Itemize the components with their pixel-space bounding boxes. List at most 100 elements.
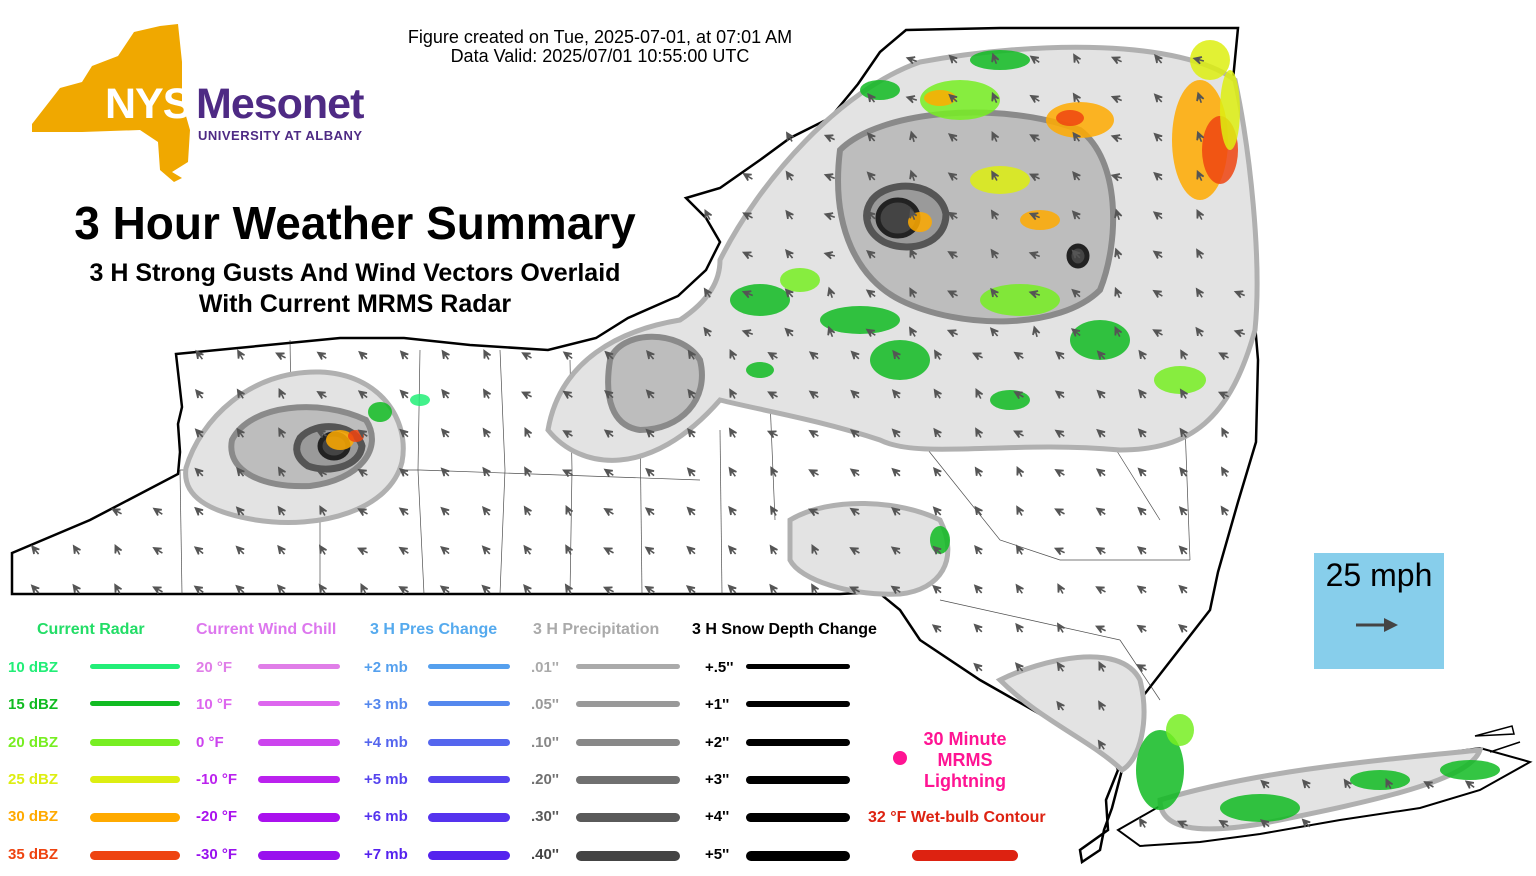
- figure-created-info: Figure created on Tue, 2025-07-01, at 07…: [300, 28, 900, 66]
- snow-legend-line: [746, 701, 850, 707]
- wind-arrow: [1136, 546, 1147, 555]
- wind-arrow: [398, 468, 409, 477]
- wind-arrow: [602, 586, 614, 595]
- wind-arrow: [973, 584, 983, 594]
- wind-arrow: [948, 93, 958, 103]
- wind-arrow: [975, 388, 984, 399]
- wind-arrow: [741, 329, 754, 338]
- wind-arrow: [193, 585, 204, 594]
- wind-arrow: [1138, 349, 1147, 360]
- wind-arrow: [1218, 819, 1229, 828]
- wind-arrow: [604, 350, 614, 360]
- wind-arrow: [152, 546, 163, 555]
- wind-arrow: [865, 328, 876, 337]
- wind-arrow: [316, 390, 327, 399]
- wind-arrow: [114, 543, 123, 555]
- wind-arrow: [807, 508, 819, 517]
- radar-echo: [326, 430, 354, 450]
- wind-arrow: [685, 585, 696, 594]
- wind-arrow: [1114, 286, 1123, 298]
- wind-chill-legend-line: [258, 739, 340, 746]
- lightning-line2: MRMS: [937, 750, 993, 770]
- wind-arrow: [194, 428, 204, 438]
- snow-legend-line: [746, 664, 850, 669]
- wind-arrow: [152, 507, 163, 516]
- wind-arrow: [1301, 779, 1311, 789]
- wind-arrow: [1072, 131, 1081, 142]
- precip-legend-label: .20'': [531, 771, 559, 788]
- wind-arrow: [30, 584, 40, 594]
- wind-arrow: [399, 350, 409, 360]
- wind-arrow: [562, 430, 573, 438]
- wind-arrow: [1153, 132, 1163, 142]
- wind-arrow: [1385, 778, 1394, 789]
- wind-arrow: [891, 506, 901, 516]
- page-subtitle: 3 H Strong Gusts And Wind Vectors Overla…: [20, 258, 690, 320]
- radar-echo: [1440, 760, 1500, 780]
- pressure-legend-label: +7 mb: [364, 846, 408, 863]
- wind-arrow: [235, 584, 245, 594]
- wind-arrow: [1137, 506, 1147, 516]
- wind-arrow: [603, 547, 614, 556]
- wind-chill-legend-label: 0 °F: [196, 734, 224, 751]
- wind-arrow: [524, 427, 533, 438]
- snow-legend-label: +2'': [705, 734, 730, 751]
- wind-arrow: [1153, 54, 1163, 64]
- lightning-line1: 30 Minute: [923, 729, 1007, 749]
- wind-arrow: [1028, 212, 1040, 221]
- wind-arrow: [398, 586, 409, 594]
- wind-arrow: [562, 351, 573, 360]
- wind-arrow: [523, 583, 532, 594]
- wind-arrow: [603, 507, 614, 516]
- wind-arrow: [1114, 247, 1123, 260]
- snow-legend-line: [746, 739, 850, 746]
- wind-arrow: [644, 585, 655, 594]
- pressure-legend-line: [428, 776, 510, 783]
- pressure-legend-line: [428, 813, 510, 822]
- wind-arrow: [316, 351, 327, 360]
- radar-legend-line: [90, 776, 180, 783]
- radar-legend-label: 35 dBZ: [8, 846, 59, 863]
- wind-arrow: [1152, 211, 1163, 220]
- wind-arrow: [1071, 210, 1081, 220]
- wind-arrow: [1178, 545, 1188, 555]
- wind-arrow: [1138, 817, 1147, 828]
- snow-legend-label: +5'': [705, 846, 730, 863]
- wind-arrow: [890, 546, 901, 555]
- wind-arrow: [769, 505, 778, 516]
- wind-arrow: [235, 545, 245, 555]
- wind-arrow: [1016, 505, 1024, 516]
- wind-arrow: [1137, 428, 1147, 438]
- wind-arrow: [1153, 171, 1163, 181]
- wind-chill-legend-label: -20 °F: [196, 808, 238, 825]
- wind-arrow: [360, 583, 369, 594]
- wind-arrow: [686, 506, 696, 516]
- wind-arrow: [1196, 248, 1204, 259]
- wind-vectors: [30, 52, 1475, 829]
- wind-arrow: [741, 251, 753, 260]
- wind-arrow: [357, 468, 368, 477]
- wind-arrow: [278, 387, 287, 399]
- wind-arrow: [849, 468, 860, 477]
- wind-arrow: [1032, 325, 1041, 338]
- wind-arrow: [1015, 583, 1024, 594]
- logo-university-text: UNIVERSITY AT ALBANY: [198, 128, 363, 143]
- pressure-legend-label: +3 mb: [364, 696, 408, 713]
- wind-arrow: [947, 133, 958, 142]
- radar-echo: [970, 50, 1030, 70]
- wind-arrow: [277, 466, 286, 477]
- wet-bulb-line: [912, 850, 1018, 861]
- wind-arrow: [440, 506, 450, 516]
- radar-legend-label: 15 dBZ: [8, 696, 59, 713]
- wind-arrow: [1217, 391, 1229, 400]
- wind-chill-legend-header: Current Wind Chill: [196, 621, 337, 638]
- wind-arrow: [770, 466, 779, 477]
- wind-arrow: [1098, 661, 1107, 672]
- wind-arrow: [441, 349, 450, 360]
- pressure-legend-label: +4 mb: [364, 734, 408, 751]
- wind-arrow: [398, 507, 409, 516]
- radar-echo: [368, 402, 392, 422]
- precip-legend-label: .30'': [531, 808, 559, 825]
- wind-arrow: [892, 349, 901, 360]
- wind-arrow: [277, 544, 286, 555]
